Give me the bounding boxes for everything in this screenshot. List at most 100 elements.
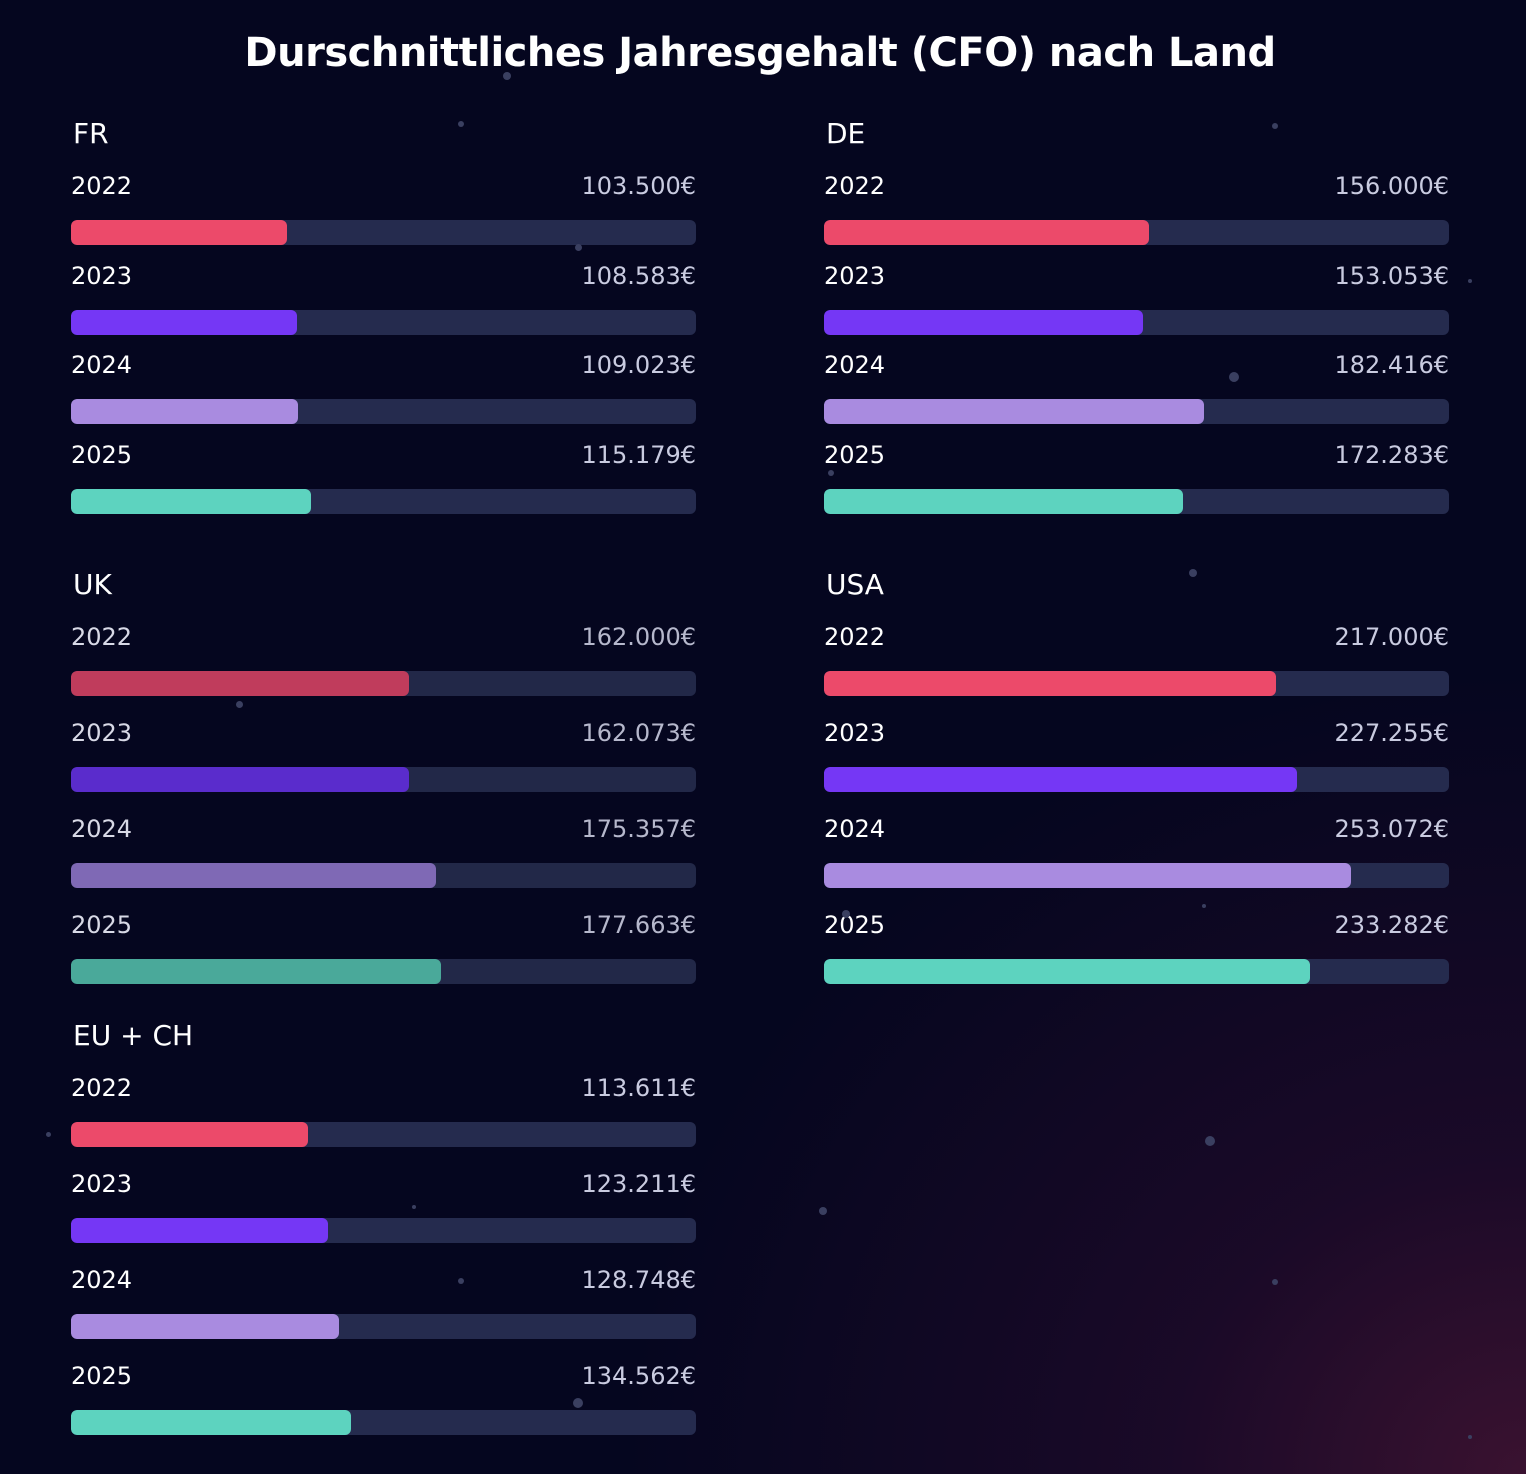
- background-dot: [1205, 1136, 1215, 1146]
- background-dot: [1468, 279, 1472, 283]
- value-label: 253.072€: [1334, 815, 1449, 843]
- background-dot: [1272, 123, 1278, 129]
- bar-row-de-2025: 2025 172.283€: [824, 441, 1449, 521]
- bar-track: [71, 1122, 696, 1147]
- background-dot: [828, 470, 834, 476]
- bar-eu-ch-2023: [71, 1218, 328, 1243]
- bar-track: [71, 399, 696, 425]
- value-label: 177.663€: [581, 911, 696, 939]
- year-label: 2024: [71, 1266, 133, 1294]
- background-dot: [574, 243, 582, 251]
- bar-usa-2023: [824, 767, 1297, 792]
- background-dot: [458, 1278, 464, 1284]
- year-label: 2022: [824, 623, 886, 651]
- bar-row-usa-2022: 2022 217.000€: [824, 623, 1449, 703]
- year-label: 2025: [71, 1362, 133, 1390]
- value-label: 103.500€: [581, 172, 696, 200]
- year-label: 2023: [71, 261, 133, 290]
- background-dot: [842, 910, 850, 918]
- bar-fr-2025: [71, 489, 311, 515]
- group-label: USA: [826, 568, 884, 601]
- bar-track: [824, 399, 1449, 425]
- bar-row-usa-2025: 2025 233.282€: [824, 911, 1449, 991]
- background-dot: [819, 1207, 827, 1215]
- year-label: 2023: [71, 719, 133, 747]
- year-label: 2022: [71, 172, 133, 200]
- bar-row-eu-ch-2024: 2024 128.748€: [71, 1266, 696, 1346]
- background-dot: [1272, 1279, 1278, 1285]
- bar-track: [824, 767, 1449, 792]
- group-uk: UK 2022 162.000€ 2023 162.073€ 2024 175.357€ 20…: [71, 568, 696, 1012]
- bar-de-2023: [824, 309, 1143, 335]
- bar-row-fr-2025: 2025 115.179€: [71, 441, 696, 521]
- bar-usa-2024: [824, 863, 1351, 888]
- bar-row-usa-2024: 2024 253.072€: [824, 815, 1449, 895]
- bar-usa-2025: [824, 959, 1310, 984]
- bar-eu-ch-2022: [71, 1122, 308, 1147]
- bar-de-2024: [824, 399, 1204, 425]
- bar-row-de-2024: 2024 182.416€: [824, 351, 1449, 431]
- group-eu-ch: EU + CH 2022 113.611€ 2023 123.211€ 2024 128.7…: [71, 1019, 696, 1463]
- year-label: 2023: [71, 1170, 133, 1198]
- bar-track: [824, 489, 1449, 515]
- background-dot: [235, 700, 243, 708]
- value-label: 128.748€: [581, 1266, 696, 1294]
- value-label: 227.255€: [1334, 719, 1449, 747]
- bar-track: [71, 309, 696, 335]
- group-fr: FR 2022 103.500€ 2023 108.583€ 2024 109.023€ 20…: [71, 117, 696, 536]
- group-usa: USA 2022 217.000€ 2023 227.255€ 2024 253.072€ 2…: [824, 568, 1449, 1012]
- year-label: 2025: [71, 441, 133, 470]
- background-dot: [1229, 372, 1239, 382]
- value-label: 162.000€: [581, 623, 696, 651]
- group-de: DE 2022 156.000€ 2023 153.053€ 2024 182.416€ 20…: [824, 117, 1449, 536]
- bar-track: [71, 1410, 696, 1435]
- bar-track: [71, 959, 696, 984]
- value-label: 108.583€: [581, 261, 696, 290]
- bar-row-de-2022: 2022 156.000€: [824, 172, 1449, 252]
- group-label: DE: [826, 117, 866, 150]
- bar-track: [824, 309, 1449, 335]
- value-label: 162.073€: [581, 719, 696, 747]
- background-dot: [573, 1398, 583, 1408]
- bar-row-fr-2024: 2024 109.023€: [71, 351, 696, 431]
- value-label: 153.053€: [1334, 261, 1449, 290]
- value-label: 113.611€: [581, 1074, 696, 1102]
- value-label: 123.211€: [581, 1170, 696, 1198]
- background-dot: [503, 72, 511, 80]
- value-label: 134.562€: [581, 1362, 696, 1390]
- bar-uk-2024: [71, 863, 436, 888]
- bar-track: [71, 489, 696, 515]
- chart-title: Durschnittliches Jahresgehalt (CFO) nach…: [244, 30, 1276, 76]
- year-label: 2023: [824, 261, 886, 290]
- bar-uk-2023: [71, 767, 409, 792]
- bar-track: [71, 863, 696, 888]
- bar-track: [71, 671, 696, 696]
- background-dot: [458, 121, 464, 127]
- bar-fr-2024: [71, 399, 298, 425]
- bar-track: [824, 959, 1449, 984]
- value-label: 175.357€: [581, 815, 696, 843]
- bar-row-de-2023: 2023 153.053€: [824, 262, 1449, 342]
- bar-row-usa-2023: 2023 227.255€: [824, 719, 1449, 799]
- background-dot: [412, 1205, 416, 1209]
- bar-row-fr-2023: 2023 108.583€: [71, 262, 696, 342]
- year-label: 2024: [824, 351, 886, 380]
- background-dot: [1202, 904, 1206, 908]
- bar-track: [71, 1314, 696, 1339]
- value-label: 217.000€: [1334, 623, 1449, 651]
- bar-row-uk-2024: 2024 175.357€: [71, 815, 696, 895]
- bar-uk-2025: [71, 959, 441, 984]
- bar-row-fr-2022: 2022 103.500€: [71, 172, 696, 252]
- bar-track: [824, 863, 1449, 888]
- bar-row-uk-2023: 2023 162.073€: [71, 719, 696, 799]
- bar-track: [824, 220, 1449, 245]
- bar-de-2022: [824, 220, 1149, 245]
- bar-track: [824, 671, 1449, 696]
- group-label: EU + CH: [73, 1019, 194, 1052]
- bar-row-eu-ch-2025: 2025 134.562€: [71, 1362, 696, 1442]
- bar-track: [71, 767, 696, 792]
- year-label: 2022: [71, 1074, 133, 1102]
- group-label: UK: [73, 568, 112, 601]
- bar-usa-2022: [824, 671, 1276, 696]
- year-label: 2025: [824, 911, 886, 939]
